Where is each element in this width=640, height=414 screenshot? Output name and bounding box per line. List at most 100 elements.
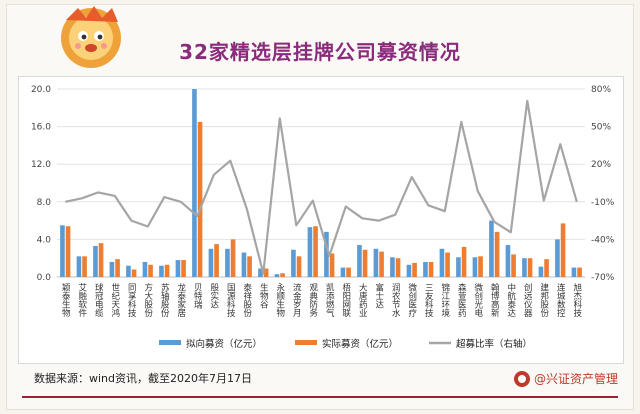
x-tick-label: 旭杰科技 — [572, 282, 582, 318]
left-tick-label: 0.0 — [37, 273, 52, 283]
bar-actual — [148, 264, 153, 277]
bar-planned — [175, 260, 181, 277]
x-tick-label: 世纪天鸿 — [110, 282, 120, 318]
bar-actual — [280, 273, 285, 277]
x-tick-label: 流金岁月 — [291, 282, 301, 318]
x-tick-label: 创远仪器 — [522, 282, 532, 318]
x-tick-label: 球冠电缆 — [93, 282, 103, 318]
right-tick-label: -70% — [591, 273, 615, 283]
bar-actual — [494, 231, 500, 277]
bar-planned — [357, 245, 362, 277]
bar-planned — [291, 249, 296, 277]
bar-planned — [274, 274, 280, 277]
left-tick-label: 4.0 — [37, 235, 52, 245]
bar-actual — [511, 254, 516, 277]
right-tick-label: 20% — [591, 160, 611, 170]
bar-actual — [544, 259, 549, 277]
source-note: 数据来源：wind资讯，截至2020年7月17日 — [34, 372, 252, 385]
x-tick-label: 生物谷 — [258, 282, 268, 309]
x-tick-label: 锦江环境 — [440, 282, 450, 318]
bar-planned — [439, 248, 445, 277]
right-tick-label: -40% — [591, 235, 615, 245]
x-tick-label: 梧阳网联 — [341, 282, 351, 318]
bar-planned — [472, 257, 478, 277]
x-tick-label: 龙泰家居 — [176, 282, 186, 318]
bar-actual — [230, 239, 236, 277]
bar-actual — [296, 256, 302, 277]
right-tick-label: 80% — [591, 85, 611, 95]
bar-planned — [571, 267, 577, 277]
bar-planned — [456, 257, 461, 277]
left-tick-label: 20.0 — [31, 85, 51, 95]
x-tick-label: 微创光电 — [473, 282, 483, 317]
bar-actual — [527, 258, 533, 277]
bar-planned — [126, 265, 131, 277]
bar-planned — [423, 261, 428, 277]
bar-actual — [247, 256, 252, 277]
bar-actual — [131, 269, 137, 277]
bar-planned — [76, 256, 82, 277]
x-tick-label: 翰博高新 — [489, 282, 499, 318]
brand: @兴证资产管理 — [513, 370, 618, 387]
bar-actual — [346, 267, 351, 277]
x-tick-label: 苏轴股份 — [159, 282, 169, 318]
bar-actual — [197, 121, 203, 278]
bar-actual — [560, 223, 566, 277]
x-tick-label: 国源科技 — [225, 283, 235, 318]
bar-actual — [412, 262, 417, 277]
bar-actual — [329, 253, 335, 277]
bar-planned — [522, 258, 527, 277]
left-tick-label: 16.0 — [31, 123, 51, 133]
x-tick-label: 方大股份 — [143, 282, 153, 318]
left-tick-label: 12.0 — [31, 160, 51, 170]
bar-actual — [214, 244, 219, 277]
x-tick-label: 富士达 — [374, 282, 384, 309]
x-tick-label: 森萱医药 — [456, 282, 466, 318]
bar-actual — [478, 256, 483, 277]
x-tick-label: 同享科技 — [126, 283, 136, 318]
ratio-line — [65, 99, 578, 275]
chart-panel: 0.0 4.0 8.0 12.0 16.0 20.0 -70% -40% -10% 20% 50% 8… — [18, 76, 624, 364]
bar-planned — [93, 245, 98, 277]
bar-planned — [406, 264, 412, 277]
bar-actual — [445, 252, 450, 277]
bar-actual — [362, 249, 368, 277]
legend-label: 实际募资（亿元） — [322, 338, 398, 350]
bar-actual — [164, 264, 170, 277]
bar-planned — [489, 220, 494, 277]
x-tick-label: 大唐药业 — [357, 282, 367, 317]
bar-actual — [82, 256, 87, 277]
bar-actual — [65, 226, 71, 277]
bar-actual — [461, 246, 467, 277]
bar-planned — [340, 267, 346, 277]
bottom-rule — [22, 396, 618, 398]
bar-planned — [390, 257, 395, 277]
bar-actual — [98, 243, 104, 277]
x-tick-label: 三友科技 — [423, 283, 433, 318]
fundraising-chart: 0.0 4.0 8.0 12.0 16.0 20.0 -70% -40% -10% 20% 50% 8… — [31, 85, 615, 350]
x-tick-label: 微创医疗 — [407, 282, 417, 318]
bar-planned — [324, 231, 329, 277]
x-tick-label: 观典防务 — [308, 283, 318, 318]
bar-actual — [263, 268, 269, 277]
legend-swatch — [159, 340, 181, 345]
bar-planned — [192, 89, 197, 277]
bar-actual — [395, 258, 401, 277]
bar-planned — [258, 268, 263, 277]
bar-planned — [225, 248, 230, 277]
mascot-lion-icon — [61, 6, 121, 68]
bar-planned — [60, 225, 65, 277]
bar-planned — [159, 265, 164, 277]
x-tick-label: 润农节水 — [390, 282, 400, 317]
right-tick-label: -10% — [591, 198, 615, 208]
x-tick-label: 泰祥股份 — [242, 282, 252, 318]
left-tick-label: 8.0 — [37, 198, 52, 208]
bar-actual — [428, 261, 434, 277]
x-tick-label: 殷实达 — [209, 282, 219, 309]
bar-actual — [115, 259, 120, 277]
x-tick-label: 艾融软件 — [77, 283, 87, 318]
x-tick-label: 颖泰生物 — [60, 282, 70, 318]
x-tick-label: 中航泰达 — [506, 282, 516, 318]
bar-actual — [181, 260, 186, 277]
bar-planned — [505, 245, 511, 277]
